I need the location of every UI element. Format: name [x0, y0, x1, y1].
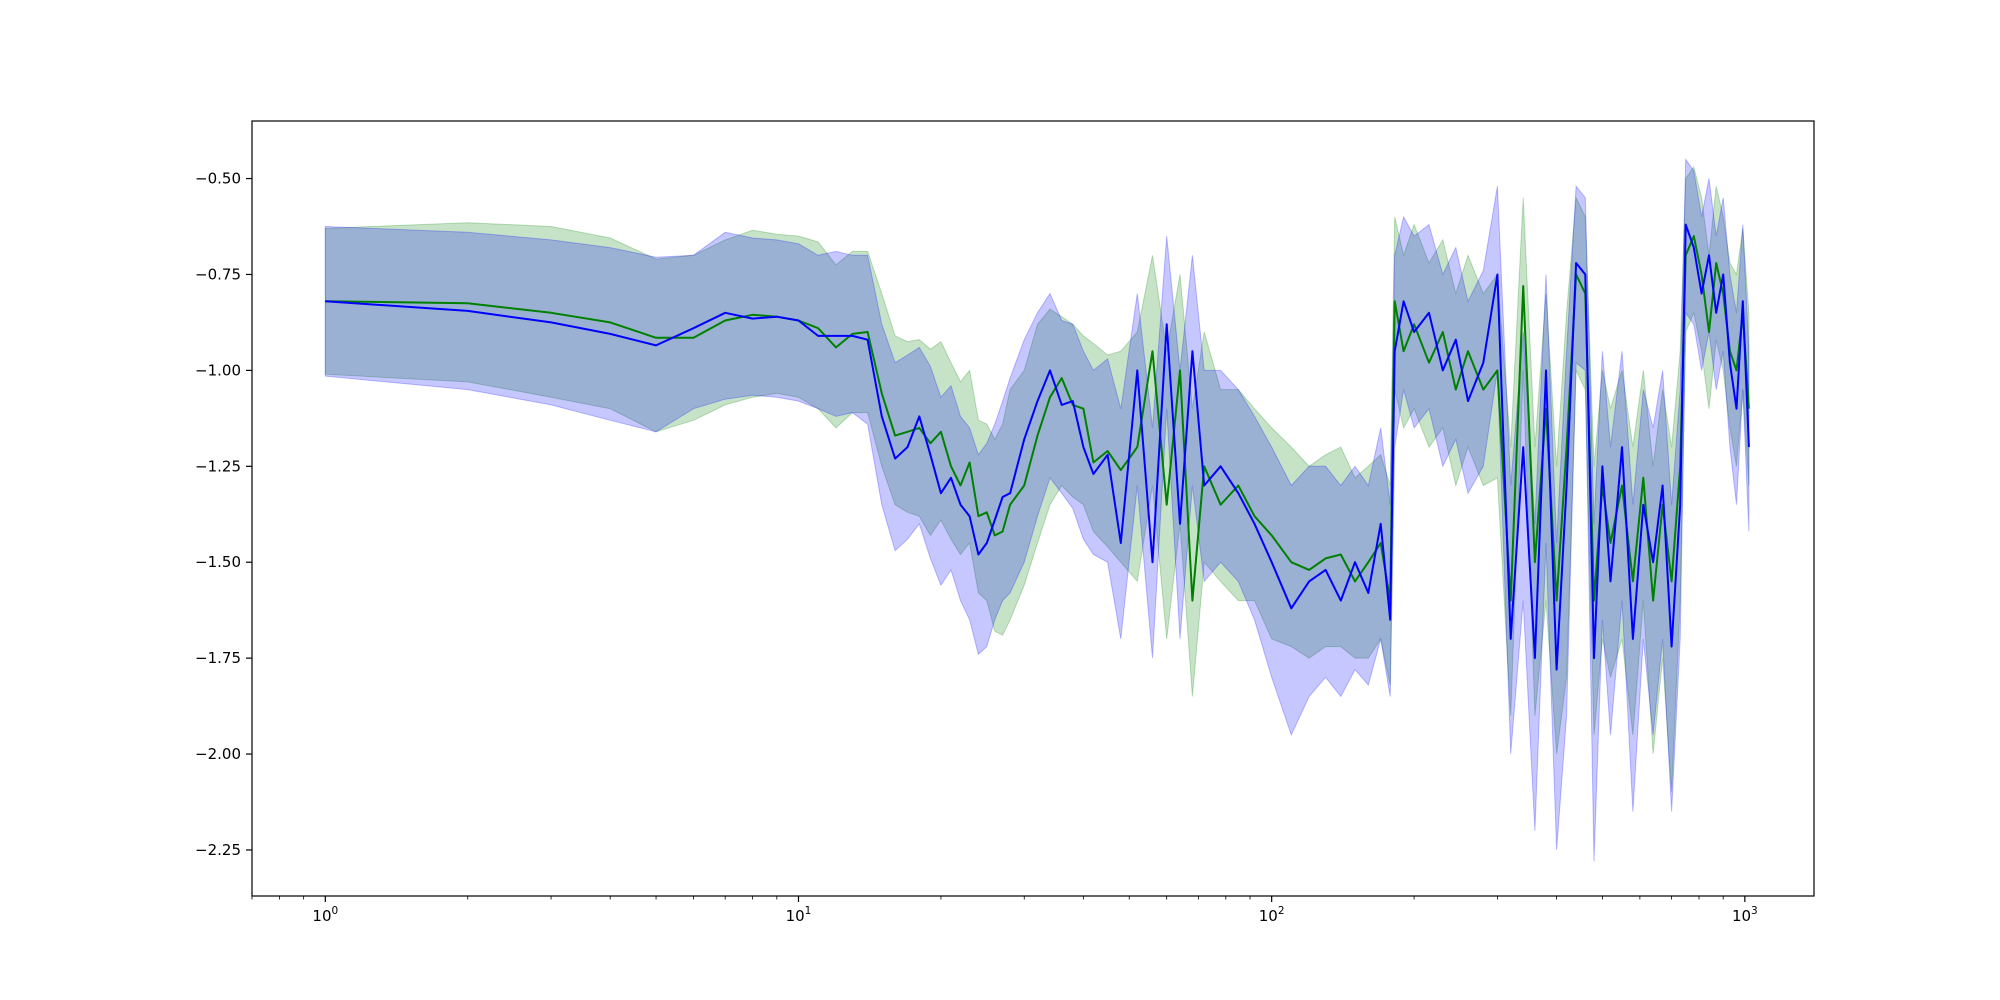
x-axis: 100 101 102 103: [251, 896, 1758, 925]
confidence-bands: [324, 157, 1750, 862]
y-tick-label: −2.25: [195, 841, 241, 859]
y-tick-label: −1.00: [195, 361, 241, 379]
series-1-line: [325, 235, 1750, 602]
series-1-band: [324, 165, 1750, 793]
series-2-line: [325, 223, 1750, 671]
y-axis: −0.50 −0.75 −1.00 −1.25 −1.50 −1.75 −2.00 −2.25: [195, 170, 252, 859]
series-2-band: [324, 157, 1750, 862]
x-tick-label: 102: [1259, 905, 1285, 925]
y-tick-label: −1.75: [195, 649, 241, 667]
series-lines: [325, 223, 1750, 671]
x-tick-label: 103: [1732, 905, 1758, 925]
y-tick-label: −0.75: [195, 265, 241, 283]
plot-frame: [251, 120, 1815, 897]
y-tick-label: −1.50: [195, 553, 241, 571]
y-tick-label: −1.25: [195, 457, 241, 475]
x-tick-label: 100: [312, 905, 338, 925]
x-tick-label: 101: [786, 905, 812, 925]
y-tick-label: −0.50: [195, 170, 241, 188]
y-tick-label: −2.00: [195, 745, 241, 763]
